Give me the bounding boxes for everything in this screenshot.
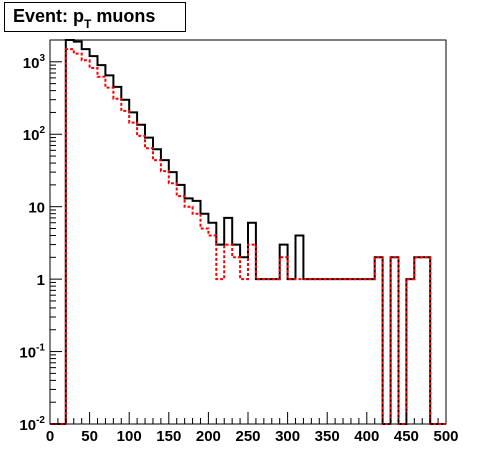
x-tick-label: 50 [81, 428, 98, 445]
series-line-0 [50, 39, 446, 425]
x-tick-label: 400 [354, 428, 379, 445]
title-subscript: T [84, 17, 92, 31]
y-tick-label: 103 [23, 53, 46, 72]
x-tick-label: 500 [433, 428, 458, 445]
y-tick-label: 10-1 [19, 343, 45, 362]
y-tick-label: 102 [23, 125, 46, 144]
series-line-1 [50, 48, 446, 425]
x-tick-label: 350 [315, 428, 340, 445]
x-tick-label: 100 [117, 428, 142, 445]
title-prefix: Event: p [13, 6, 85, 26]
title-suffix: muons [91, 6, 156, 26]
x-tick-label: 450 [394, 428, 419, 445]
y-tick-label: 10-2 [19, 415, 45, 434]
y-tick-label: 10 [28, 200, 45, 217]
y-axis: 10-2 10-1 1 10 102 103 [19, 39, 62, 434]
x-tick-label: 150 [156, 428, 181, 445]
x-tick-label: 250 [235, 428, 260, 445]
y-tick-label: 1 [37, 272, 45, 289]
x-axis: 0 50 100 150 200 250 300 350 400 450 500 [46, 412, 459, 445]
chart-title-box: Event: pT muons [4, 2, 186, 32]
series-layer [50, 39, 446, 425]
chart-title: Event: pT muons [13, 6, 156, 31]
x-tick-label: 300 [275, 428, 300, 445]
x-tick-label: 200 [196, 428, 221, 445]
x-tick-label: 0 [46, 428, 54, 445]
